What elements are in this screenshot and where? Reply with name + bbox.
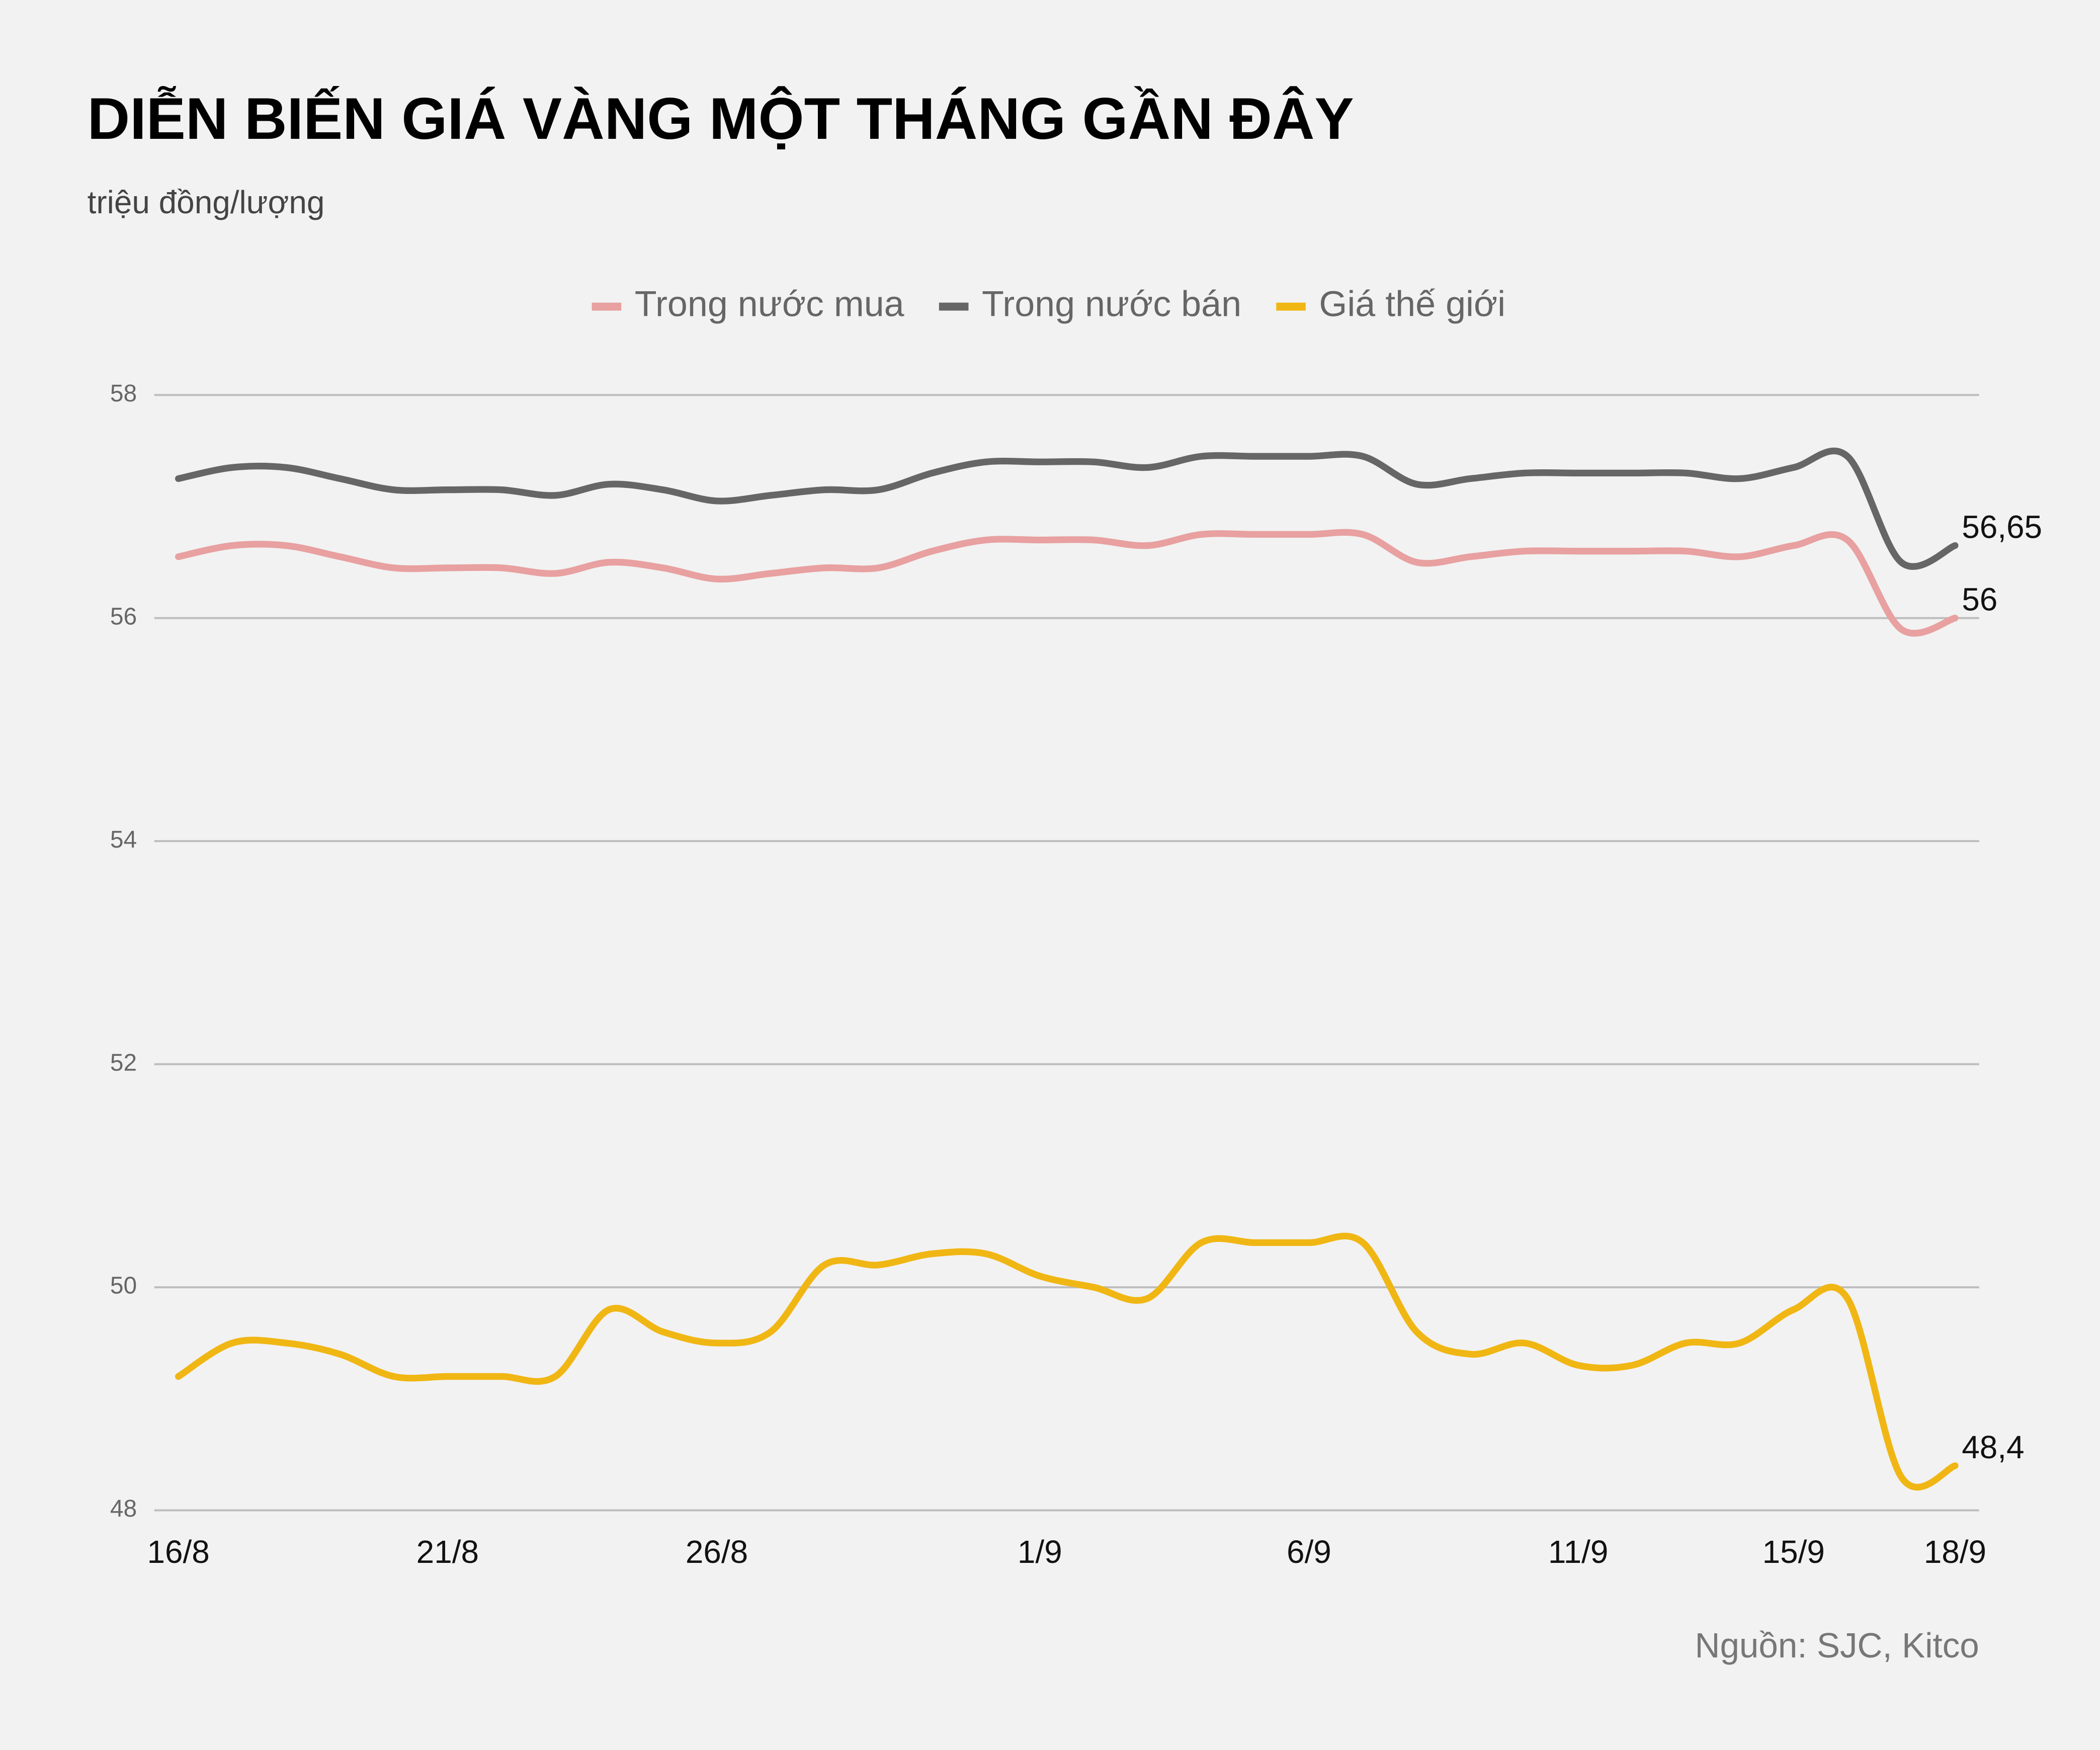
x-tick-label: 26/8: [686, 1534, 748, 1570]
value-label: 56: [1962, 581, 1997, 618]
value-label: 48,4: [1962, 1429, 2024, 1465]
x-tick-label: 11/9: [1548, 1534, 1609, 1570]
y-tick-label: 56: [110, 603, 137, 630]
legend-label: Giá thế giới: [1319, 284, 1505, 324]
x-tick-label: 21/8: [416, 1534, 479, 1570]
chart-title: DIỄN BIẾN GIÁ VÀNG MỘT THÁNG GẦN ĐÂY: [88, 86, 1354, 151]
value-label: 56,65: [1962, 509, 2042, 545]
x-tick-label: 18/9: [1924, 1534, 1986, 1570]
x-tick-label: 16/8: [147, 1534, 209, 1570]
x-tick-label: 15/9: [1762, 1534, 1825, 1570]
series-line: [175, 529, 1959, 637]
y-tick-label: 48: [110, 1495, 137, 1522]
y-tick-label: 50: [110, 1273, 137, 1299]
y-tick-label: 58: [110, 380, 137, 407]
chart-subtitle: triệu đồng/lượng: [88, 184, 325, 220]
legend-label: Trong nước mua: [635, 284, 904, 324]
x-tick-label: 1/9: [1018, 1534, 1062, 1570]
legend-label: Trong nước bán: [982, 284, 1241, 324]
source: Nguồn: SJC, Kitco: [1695, 1626, 1979, 1665]
series-line: [175, 1232, 1959, 1491]
x-tick-label: 6/9: [1287, 1534, 1331, 1570]
series-line: [175, 447, 1959, 570]
y-tick-label: 54: [110, 826, 137, 853]
y-tick-label: 52: [110, 1049, 137, 1076]
